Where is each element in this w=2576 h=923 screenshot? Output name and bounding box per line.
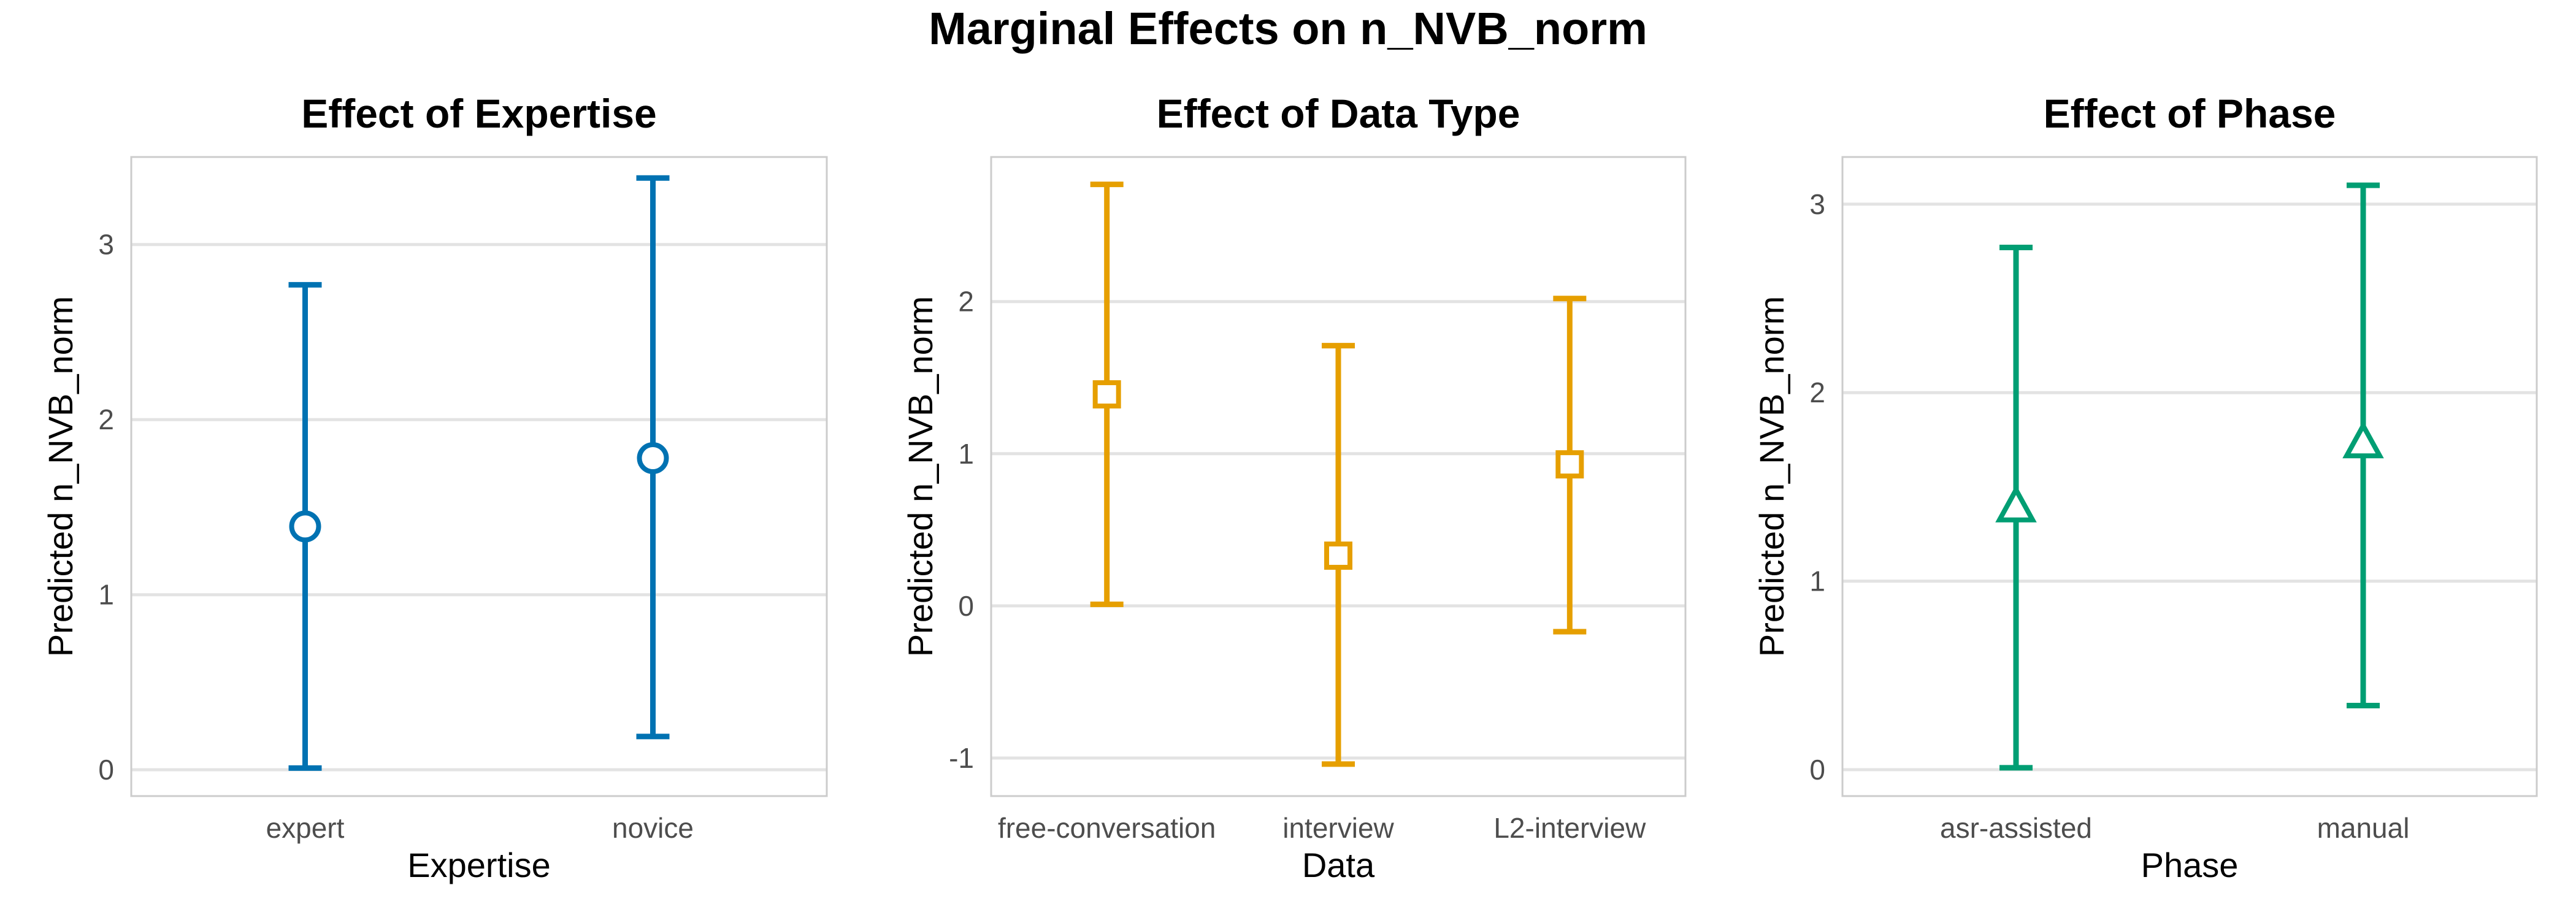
x-axis-label: Phase xyxy=(2141,846,2239,884)
estimate-point xyxy=(1092,380,1121,409)
x-tick-label: interview xyxy=(1282,812,1394,844)
y-tick-label: 3 xyxy=(1809,188,1825,220)
x-tick-label: novice xyxy=(612,812,694,844)
y-tick-label: 0 xyxy=(1809,754,1825,786)
x-tick-label: L2-interview xyxy=(1493,812,1646,844)
y-axis-label: Predicted n_NVB_norm xyxy=(1752,296,1791,657)
errorbar xyxy=(288,281,322,771)
panel-3: Effect of Phase 0 1 2 3 asr-assisted manual Pha… xyxy=(1752,91,2538,884)
panel-title: Effect of Expertise xyxy=(301,91,657,136)
errorbar xyxy=(1322,343,1355,767)
y-tick-label: 1 xyxy=(1809,565,1825,597)
panel-title: Effect of Data Type xyxy=(1157,91,1520,136)
estimate-point xyxy=(1995,484,2037,523)
y-tick-label: 3 xyxy=(98,229,114,261)
y-tick-label: 2 xyxy=(98,404,114,435)
y-tick-label: -1 xyxy=(949,742,974,774)
y-tick-label: 1 xyxy=(98,579,114,611)
x-axis-label: Data xyxy=(1302,846,1375,884)
y-tick-label: 1 xyxy=(958,438,974,470)
y-axis-label: Predicted n_NVB_norm xyxy=(41,296,80,657)
estimate-point xyxy=(1555,450,1584,479)
x-tick-label: free-conversation xyxy=(998,812,1216,844)
estimate-point xyxy=(1324,542,1352,570)
y-tick-label: 0 xyxy=(958,590,974,622)
y-tick-label: 0 xyxy=(98,754,114,786)
panel-frame xyxy=(990,156,1687,797)
panel-frame xyxy=(130,156,828,797)
errorbar xyxy=(2342,182,2384,708)
y-tick-label: 2 xyxy=(1809,377,1825,408)
figure-title: Marginal Effects on n_NVB_norm xyxy=(929,3,1647,54)
panel-1: Effect of Expertise 0 1 2 3 expert novice Exper… xyxy=(41,91,828,884)
errorbar xyxy=(636,175,670,740)
x-tick-label: asr-assisted xyxy=(1940,812,2092,844)
x-tick-label: expert xyxy=(266,812,345,844)
y-tick-label: 2 xyxy=(958,286,974,318)
panels: Effect of Expertise 0 1 2 3 expert novice Exper… xyxy=(41,91,2538,884)
errorbar xyxy=(1995,245,2037,771)
estimate-point xyxy=(637,442,669,475)
y-axis-label: Predicted n_NVB_norm xyxy=(901,296,940,657)
x-tick-label: manual xyxy=(2317,812,2410,844)
errorbar xyxy=(1090,182,1124,607)
panel-2: Effect of Data Type -1 0 1 2 free-conversatio… xyxy=(901,91,1687,884)
panel-frame xyxy=(1841,156,2538,797)
estimate-point xyxy=(2342,420,2384,459)
x-axis-label: Expertise xyxy=(407,846,550,884)
estimate-point xyxy=(289,510,321,543)
panel-title: Effect of Phase xyxy=(2044,91,2336,136)
errorbar xyxy=(1553,296,1587,635)
